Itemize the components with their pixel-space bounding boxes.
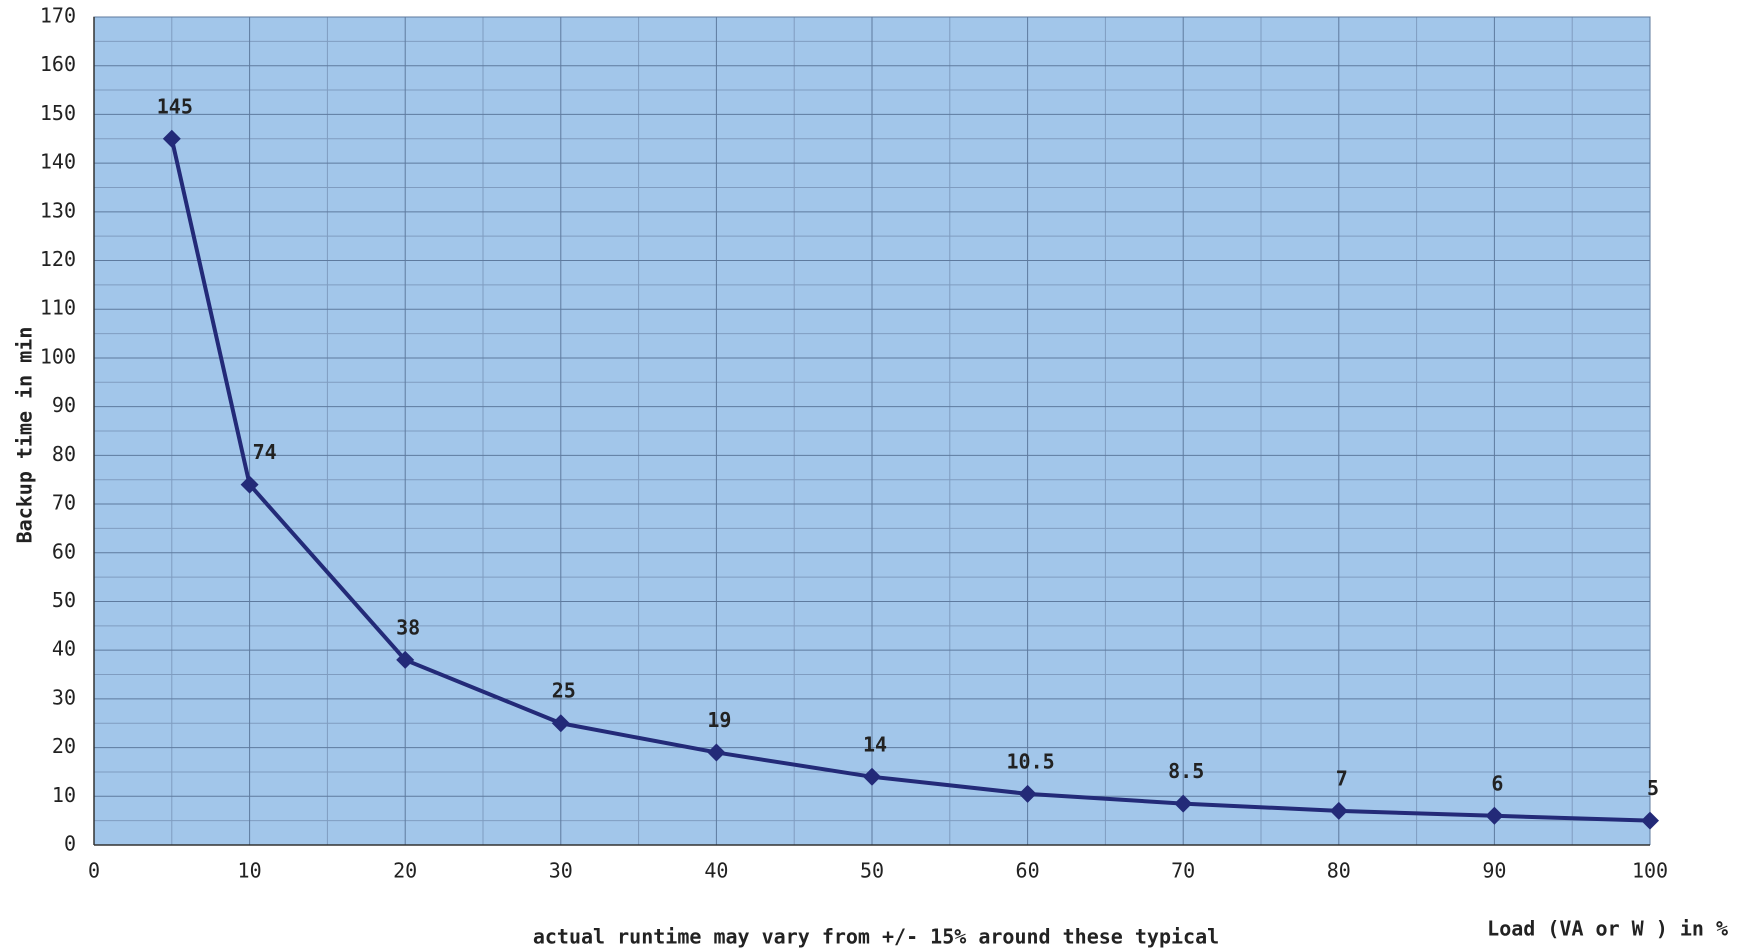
y-tick-label: 70 bbox=[52, 491, 76, 515]
data-point bbox=[1174, 794, 1193, 813]
data-label: 19 bbox=[707, 708, 731, 732]
x-tick-label: 50 bbox=[860, 859, 884, 883]
data-label: 145 bbox=[157, 94, 193, 118]
data-label: 6 bbox=[1491, 771, 1503, 795]
y-tick-label: 160 bbox=[40, 52, 76, 76]
y-tick-label: 140 bbox=[40, 150, 76, 174]
data-label: 25 bbox=[552, 679, 576, 703]
x-tick-label: 0 bbox=[88, 859, 100, 883]
x-tick-label: 30 bbox=[549, 859, 573, 883]
y-tick-label: 120 bbox=[40, 247, 76, 271]
data-point bbox=[551, 714, 570, 733]
data-label: 38 bbox=[396, 615, 420, 639]
y-tick-label: 150 bbox=[40, 101, 76, 125]
x-tick-label: 100 bbox=[1632, 859, 1668, 883]
data-point bbox=[1329, 801, 1348, 820]
note: actual runtime may vary from +/- 15% aro… bbox=[533, 925, 1219, 949]
x-tick-label: 10 bbox=[238, 859, 262, 883]
data-label: 8.5 bbox=[1168, 759, 1204, 783]
data-point bbox=[1641, 811, 1659, 830]
y-tick-label: 40 bbox=[52, 637, 76, 661]
data-point bbox=[162, 129, 181, 148]
data-point bbox=[396, 650, 415, 669]
data-label: 10.5 bbox=[1007, 749, 1055, 773]
data-label: 5 bbox=[1647, 776, 1659, 800]
y-tick-label: 130 bbox=[40, 198, 76, 222]
y-tick-label: 170 bbox=[40, 4, 76, 28]
y-tick-label: 60 bbox=[52, 539, 76, 563]
y-tick-label: 80 bbox=[52, 442, 76, 466]
data-point bbox=[1485, 806, 1504, 825]
data-point bbox=[1018, 784, 1037, 803]
data-point bbox=[240, 475, 259, 494]
y-tick-label: 110 bbox=[40, 296, 76, 320]
data-label: 14 bbox=[863, 732, 887, 756]
y-tick-label: 100 bbox=[40, 344, 76, 368]
x-axis-label: Load (VA or W ) in % bbox=[1487, 917, 1728, 941]
x-tick-label: 20 bbox=[393, 859, 417, 883]
data-label: 74 bbox=[253, 440, 277, 464]
data-point bbox=[707, 743, 726, 762]
y-tick-label: 20 bbox=[52, 734, 76, 758]
y-tick-label: 30 bbox=[52, 685, 76, 709]
y-tick-label: 50 bbox=[52, 588, 76, 612]
x-tick-label: 70 bbox=[1171, 859, 1195, 883]
y-tick-label: 0 bbox=[64, 832, 76, 856]
x-tick-label: 80 bbox=[1327, 859, 1351, 883]
y-axis-label: Backup time in min bbox=[13, 327, 37, 544]
y-tick-label: 10 bbox=[52, 783, 76, 807]
x-tick-label: 40 bbox=[704, 859, 728, 883]
x-tick-label: 90 bbox=[1482, 859, 1506, 883]
x-tick-label: 60 bbox=[1016, 859, 1040, 883]
data-point bbox=[863, 767, 881, 786]
data-label: 7 bbox=[1336, 766, 1348, 790]
y-tick-label: 90 bbox=[52, 393, 76, 417]
